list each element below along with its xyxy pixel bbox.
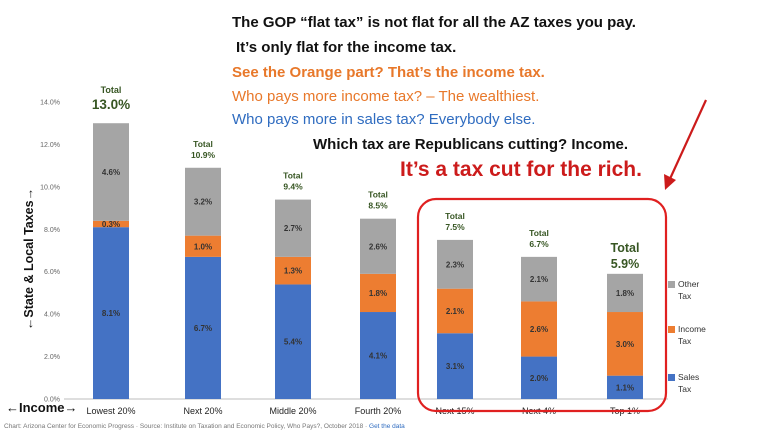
headline-line-4: Who pays more income tax? – The wealthie… [232, 88, 539, 105]
headline-line-6: Which tax are Republicans cutting? Incom… [313, 136, 628, 153]
total-word-label: Total [193, 139, 213, 149]
income-tax-label: 1.3% [284, 267, 302, 276]
total-value-label: 6.7% [529, 239, 549, 249]
sales-tax-label: 3.1% [446, 362, 464, 371]
sales-tax-label: 5.4% [284, 338, 302, 347]
category-label: Next 20% [183, 406, 222, 416]
legend-label: Income [678, 324, 706, 334]
sales-tax-label: 1.1% [616, 383, 634, 392]
total-value-label: 9.4% [283, 182, 303, 192]
category-label: Lowest 20% [86, 406, 135, 416]
income-tax-label: 2.6% [530, 325, 548, 334]
category-label: Fourth 20% [355, 406, 402, 416]
total-value-label: 8.5% [368, 201, 388, 211]
other-tax-label: 2.1% [530, 275, 548, 284]
headline-line-5: Who pays more in sales tax? Everybody el… [232, 111, 535, 128]
legend-swatch [668, 374, 675, 381]
legend-label: Tax [678, 291, 692, 301]
other-tax-label: 1.8% [616, 289, 634, 298]
source-text: Chart: Arizona Center for Economic Progr… [4, 423, 369, 430]
legend-label: Other [678, 279, 699, 289]
legend-swatch [668, 326, 675, 333]
sales-tax-label: 6.7% [194, 324, 212, 333]
income-tax-label: 1.0% [194, 242, 212, 251]
total-word-label: Total [445, 211, 465, 221]
income-tax-label: 3.0% [616, 340, 634, 349]
sales-tax-label: 8.1% [102, 309, 120, 318]
x-axis-label: ←Income→ [6, 400, 78, 415]
y-axis-label: ←State & Local Taxes→ [22, 174, 44, 344]
total-word-label: Total [611, 241, 640, 255]
y-tick-label: 4.0% [44, 312, 60, 319]
y-tick-label: 2.0% [44, 354, 60, 361]
y-tick-label: 6.0% [44, 269, 60, 276]
y-tick-label: 14.0% [40, 100, 60, 107]
legend-swatch [668, 281, 675, 288]
total-word-label: Total [101, 85, 122, 95]
other-tax-label: 2.3% [446, 260, 464, 269]
income-tax-label: 2.1% [446, 307, 464, 316]
category-label: Middle 20% [269, 406, 316, 416]
total-value-label: 13.0% [92, 97, 130, 112]
pointer-arrow-shaft [669, 100, 706, 181]
total-value-label: 5.9% [611, 257, 640, 271]
total-value-label: 10.9% [191, 150, 216, 160]
source-note: Chart: Arizona Center for Economic Progr… [4, 423, 405, 430]
income-tax-label: 0.3% [102, 220, 120, 229]
sales-tax-label: 4.1% [369, 352, 387, 361]
headline-line-7: It’s a tax cut for the rich. [400, 158, 642, 182]
headline-line-3: See the Orange part? That’s the income t… [232, 64, 545, 81]
total-value-label: 7.5% [445, 222, 465, 232]
headline-line-1: The GOP “flat tax” is not flat for all t… [232, 14, 636, 31]
total-word-label: Total [368, 190, 388, 200]
sales-tax-label: 2.0% [530, 374, 548, 383]
legend-label: Sales [678, 372, 699, 382]
total-word-label: Total [283, 171, 303, 181]
other-tax-label: 2.6% [369, 242, 387, 251]
income-tax-label: 1.8% [369, 289, 387, 298]
headline-line-2: It’s only flat for the income tax. [236, 39, 456, 56]
legend-label: Tax [678, 336, 692, 346]
legend-label: Tax [678, 384, 692, 394]
other-tax-label: 3.2% [194, 198, 212, 207]
total-word-label: Total [529, 228, 549, 238]
y-tick-label: 12.0% [40, 142, 60, 149]
get-the-data-link[interactable]: Get the data [369, 423, 405, 430]
other-tax-label: 2.7% [284, 224, 302, 233]
other-tax-label: 4.6% [102, 168, 120, 177]
y-tick-label: 8.0% [44, 227, 60, 234]
